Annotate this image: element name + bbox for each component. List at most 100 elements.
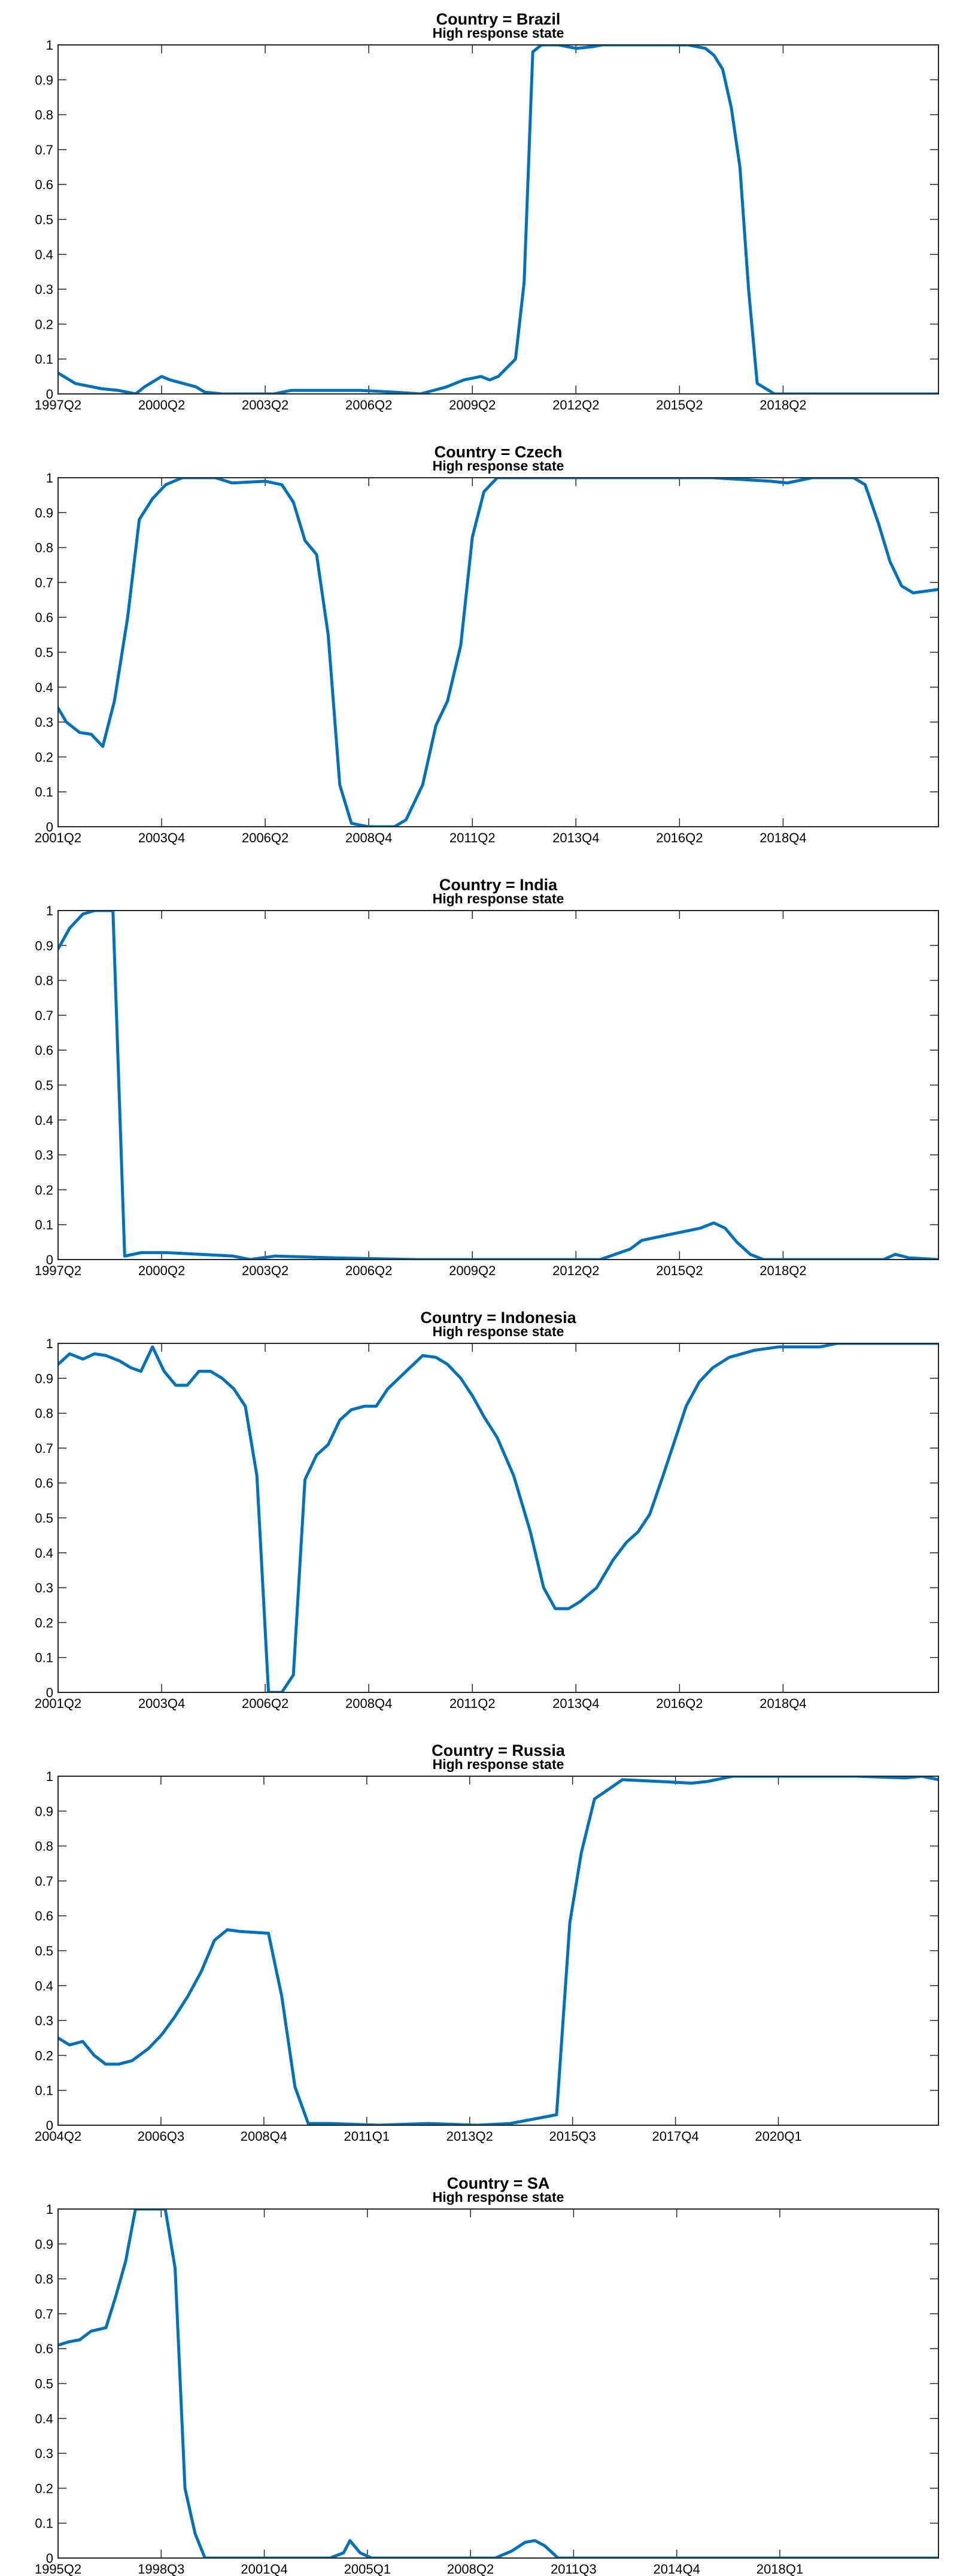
axes-box bbox=[57, 1776, 939, 2126]
axes-box bbox=[57, 44, 939, 395]
x-tick-label: 2018Q4 bbox=[760, 830, 806, 845]
y-tick-label: 0.6 bbox=[35, 177, 53, 192]
x-tick-label: 1998Q3 bbox=[138, 2562, 184, 2576]
y-tick-label: 0.3 bbox=[35, 2013, 53, 2028]
y-tick-label: 0.3 bbox=[35, 1580, 53, 1595]
y-tick-label: 0.2 bbox=[35, 750, 53, 764]
x-tick-label: 2014Q4 bbox=[654, 2562, 700, 2576]
x-tick-label: 2003Q4 bbox=[138, 830, 185, 845]
y-tick-label: 1 bbox=[46, 903, 53, 918]
x-tick-label: 2003Q2 bbox=[242, 398, 288, 412]
series-group bbox=[58, 478, 938, 827]
y-tick-label: 0.7 bbox=[35, 575, 53, 590]
series-group bbox=[58, 2209, 938, 2558]
x-tick-label: 2011Q1 bbox=[344, 2129, 390, 2144]
y-tick-label: 0.9 bbox=[35, 938, 53, 953]
x-tick-label: 2006Q3 bbox=[138, 2129, 184, 2144]
panel-subtitle: High response state bbox=[433, 25, 564, 41]
y-tick-label: 0.1 bbox=[35, 2516, 53, 2531]
y-tick-label: 0.6 bbox=[35, 1043, 53, 1058]
x-tick-label: 2008Q4 bbox=[345, 1696, 392, 1711]
data-line bbox=[58, 1343, 938, 1692]
y-tick-label: 0.4 bbox=[35, 1546, 53, 1561]
y-tick-label: 0.6 bbox=[35, 610, 53, 625]
x-tick-label: 2011Q2 bbox=[449, 830, 496, 845]
y-tick-label: 0.9 bbox=[35, 505, 53, 520]
y-tick-label: 0.8 bbox=[35, 108, 53, 123]
y-tick-label: 0 bbox=[46, 1252, 53, 1267]
y-tick-label: 0.4 bbox=[35, 1113, 53, 1128]
y-tick-label: 0.5 bbox=[35, 1944, 53, 1959]
x-tick-label: 2011Q3 bbox=[551, 2562, 597, 2576]
y-tick-label: 0.9 bbox=[35, 1371, 53, 1386]
x-tick-label: 2008Q4 bbox=[241, 2129, 287, 2144]
y-tick-label: 0.3 bbox=[35, 282, 53, 297]
y-tick-label: 0.5 bbox=[35, 645, 53, 660]
y-tick-label: 0.1 bbox=[35, 1650, 53, 1665]
y-tick-label: 1 bbox=[46, 471, 53, 486]
axes-box bbox=[57, 477, 939, 827]
y-tick-label: 0.1 bbox=[35, 2083, 53, 2098]
x-tick-label: 2012Q2 bbox=[552, 398, 599, 412]
panel-subtitle: High response state bbox=[433, 1756, 564, 1772]
x-tick-label: 2012Q2 bbox=[552, 1263, 599, 1278]
axes-box bbox=[57, 1343, 939, 1693]
data-line bbox=[58, 45, 938, 394]
y-tick-label: 0.9 bbox=[35, 72, 53, 87]
y-tick-label: 0.7 bbox=[35, 2307, 53, 2322]
data-line bbox=[58, 2209, 938, 2558]
y-tick-label: 0.9 bbox=[35, 1804, 53, 1819]
series-group bbox=[58, 911, 938, 1260]
y-tick-label: 0.8 bbox=[35, 2272, 53, 2287]
y-tick-label: 0.9 bbox=[35, 2237, 53, 2252]
x-tick-label: 2006Q2 bbox=[242, 830, 288, 845]
panel-subtitle: High response state bbox=[433, 1324, 564, 1339]
x-tick-label: 2006Q2 bbox=[345, 398, 392, 412]
x-tick-label: 2001Q2 bbox=[35, 1696, 81, 1711]
data-line bbox=[58, 1776, 938, 2125]
y-tick-label: 0.4 bbox=[35, 2411, 53, 2426]
x-tick-label: 2008Q4 bbox=[345, 830, 392, 845]
y-tick-label: 0.2 bbox=[35, 1615, 53, 1630]
data-line bbox=[58, 478, 938, 827]
y-tick-label: 0 bbox=[46, 2118, 53, 2133]
y-tick-label: 0.7 bbox=[35, 1874, 53, 1889]
axes-box bbox=[57, 2208, 939, 2559]
series-group bbox=[58, 1776, 938, 2125]
x-tick-label: 2015Q3 bbox=[549, 2129, 596, 2144]
panel-title: Country = Czech bbox=[435, 443, 563, 461]
y-tick-label: 0.2 bbox=[35, 317, 53, 332]
y-tick-label: 1 bbox=[46, 1336, 53, 1351]
x-tick-label: 2015Q2 bbox=[656, 398, 703, 412]
series-group bbox=[58, 45, 938, 394]
x-tick-label: 2018Q1 bbox=[757, 2562, 803, 2576]
y-tick-label: 0.4 bbox=[35, 680, 53, 695]
series-group bbox=[58, 1343, 938, 1692]
y-tick-label: 0.5 bbox=[35, 1511, 53, 1526]
x-tick-label: 2005Q1 bbox=[344, 2562, 391, 2576]
data-line bbox=[58, 911, 938, 1260]
panel-subtitle: High response state bbox=[433, 458, 564, 474]
x-tick-label: 2017Q4 bbox=[652, 2129, 698, 2144]
x-tick-label: 2013Q2 bbox=[446, 2129, 493, 2144]
y-tick-label: 0.3 bbox=[35, 715, 53, 730]
panel-title: Country = Brazil bbox=[436, 10, 561, 28]
x-tick-label: 2018Q2 bbox=[760, 1263, 806, 1278]
y-tick-label: 0.5 bbox=[35, 213, 53, 227]
x-tick-label: 1995Q2 bbox=[35, 2562, 81, 2576]
y-tick-label: 0.1 bbox=[35, 785, 53, 800]
y-tick-label: 0.7 bbox=[35, 1008, 53, 1023]
y-tick-label: 0.2 bbox=[35, 1182, 53, 1197]
y-tick-label: 0 bbox=[46, 820, 53, 835]
y-tick-label: 0.2 bbox=[35, 2481, 53, 2496]
panel-subtitle: High response state bbox=[433, 891, 564, 906]
y-tick-label: 0.6 bbox=[35, 1476, 53, 1491]
y-tick-label: 0.8 bbox=[35, 541, 53, 556]
x-tick-label: 2015Q2 bbox=[656, 1263, 703, 1278]
x-tick-label: 2003Q4 bbox=[138, 1696, 185, 1711]
y-tick-label: 1 bbox=[46, 2202, 53, 2217]
